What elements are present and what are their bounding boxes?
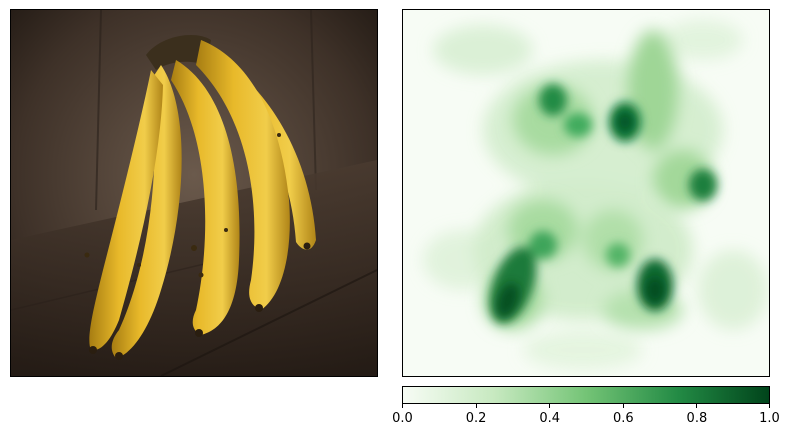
colorbar-tick-label: 0.0 <box>392 411 413 426</box>
banana-photo <box>10 9 378 377</box>
heatmap-canvas <box>403 10 769 376</box>
colorbar-tick-label: 1.0 <box>759 411 780 426</box>
attribution-heatmap <box>402 9 770 377</box>
colorbar-tick-label: 0.2 <box>465 411 487 426</box>
colorbar-tick <box>475 404 477 408</box>
colorbar-tick <box>402 404 403 408</box>
colorbar-tick-label: 0.4 <box>539 411 561 426</box>
colorbar-tick <box>769 404 770 408</box>
colorbar-tick-label: 0.6 <box>612 411 634 426</box>
banana-photo-illustration <box>11 10 377 376</box>
colorbar <box>402 386 770 404</box>
colorbar-tick <box>622 404 624 408</box>
colorbar-tick-label: 0.8 <box>686 411 708 426</box>
colorbar-tick <box>696 404 698 408</box>
colorbar-tick <box>549 404 551 408</box>
